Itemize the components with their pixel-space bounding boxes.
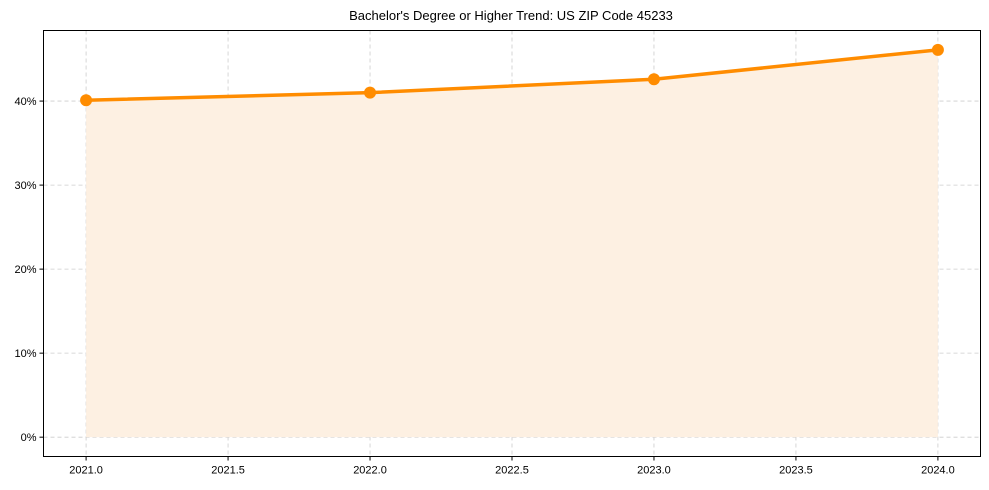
data-line (84, 48, 940, 102)
y-tick-label: 40% (14, 96, 36, 108)
x-tick-label: 2022.0 (353, 465, 387, 477)
y-tick-label: 20% (14, 264, 36, 276)
x-tick-label: 2021.0 (69, 465, 103, 477)
x-axis: 2021.0 2021.5 2022.0 2022.5 2023.0 2023.5 2024… (69, 456, 955, 477)
y-tick-label: 10% (14, 348, 36, 360)
chart-title: Bachelor's Degree or Higher Trend: US ZI… (349, 8, 673, 23)
area-fill (86, 49, 938, 438)
x-tick-label: 2024.0 (921, 465, 955, 477)
x-tick-label: 2021.5 (211, 465, 245, 477)
y-tick-label: 0% (21, 432, 37, 444)
data-point-marker (364, 86, 377, 99)
x-tick-label: 2023.5 (779, 465, 813, 477)
area-fill-region (86, 49, 938, 438)
x-tick-label: 2022.5 (495, 465, 529, 477)
y-tick-label: 30% (14, 180, 36, 192)
data-points (80, 43, 944, 107)
data-point-marker (80, 94, 93, 107)
data-point-marker (931, 43, 944, 56)
data-point-marker (647, 73, 660, 86)
x-tick-label: 2023.0 (637, 465, 671, 477)
y-axis: 0% 10% 20% 30% 40% (14, 96, 44, 444)
series-line (84, 48, 940, 102)
